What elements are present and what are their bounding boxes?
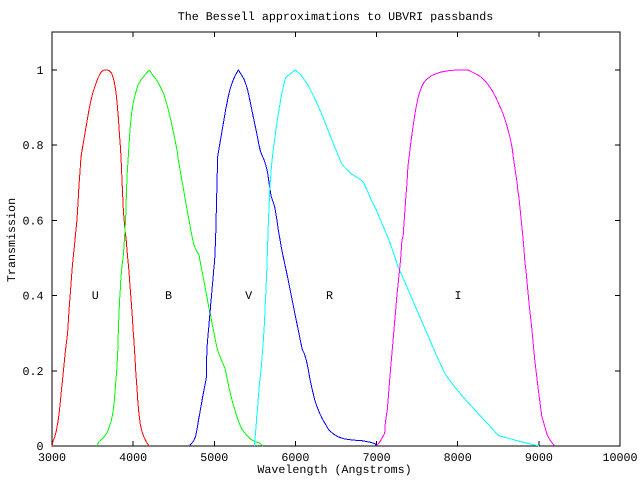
svg-text:9000: 9000 xyxy=(525,451,553,465)
svg-text:I: I xyxy=(454,289,461,303)
svg-text:0: 0 xyxy=(36,440,43,454)
svg-text:3000: 3000 xyxy=(38,451,66,465)
svg-text:0.6: 0.6 xyxy=(22,214,43,228)
svg-text:V: V xyxy=(245,289,252,303)
svg-text:10000: 10000 xyxy=(602,451,637,465)
svg-text:Transmission: Transmission xyxy=(5,198,19,282)
svg-text:6000: 6000 xyxy=(281,451,309,465)
svg-text:0.4: 0.4 xyxy=(22,290,43,304)
svg-text:7000: 7000 xyxy=(363,451,391,465)
svg-text:5000: 5000 xyxy=(200,451,228,465)
svg-text:4000: 4000 xyxy=(119,451,147,465)
svg-text:The Bessell approximations to: The Bessell approximations to UBVRI pass… xyxy=(178,10,494,24)
svg-text:0.2: 0.2 xyxy=(22,365,43,379)
svg-text:8000: 8000 xyxy=(444,451,472,465)
svg-text:0.8: 0.8 xyxy=(22,139,43,153)
svg-text:B: B xyxy=(165,289,172,303)
svg-text:1: 1 xyxy=(36,64,43,78)
svg-text:R: R xyxy=(326,289,333,303)
svg-text:Wavelength (Angstroms): Wavelength (Angstroms) xyxy=(257,463,411,477)
svg-text:U: U xyxy=(92,289,99,303)
